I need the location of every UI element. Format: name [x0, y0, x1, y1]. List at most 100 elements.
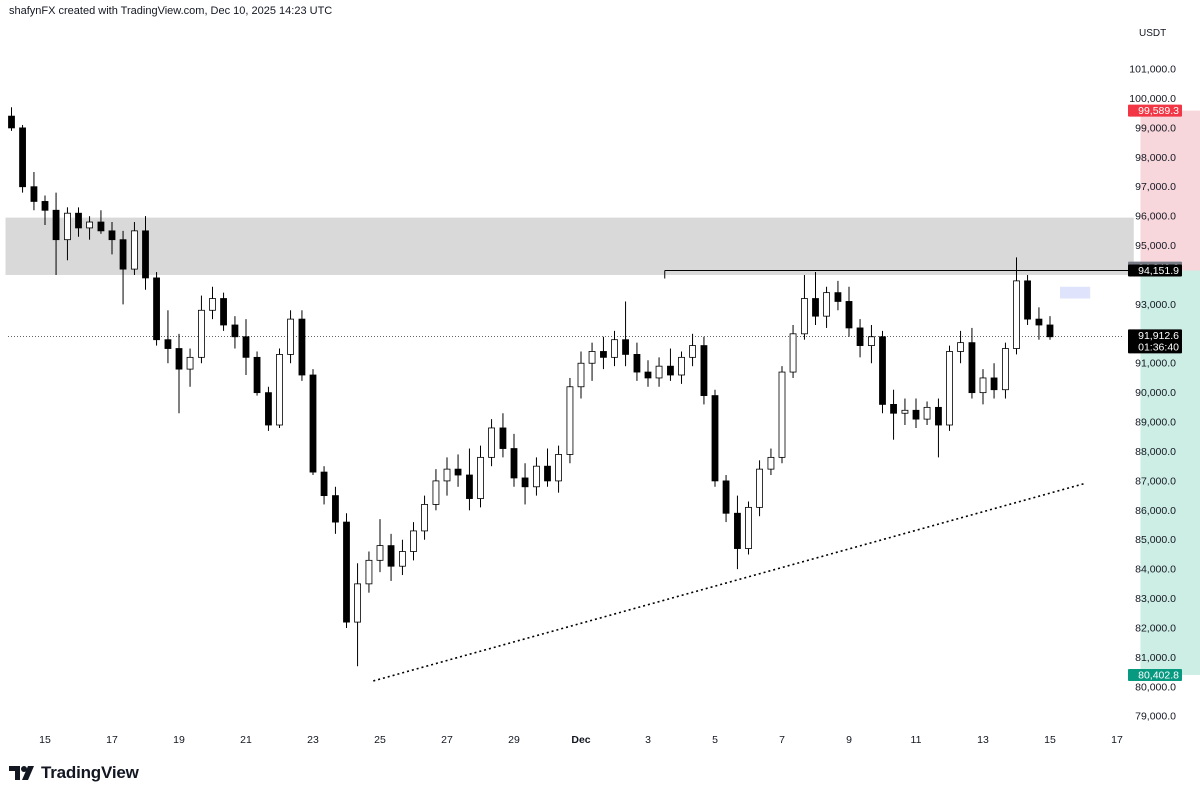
- candle-body: [734, 512, 741, 549]
- tradingview-logo[interactable]: TradingView: [9, 763, 139, 783]
- candle-body: [611, 339, 618, 358]
- candle-body: [209, 298, 216, 311]
- candle-body: [410, 530, 417, 552]
- price-badge-label: 80,402.8: [1138, 669, 1179, 681]
- candle-body: [655, 365, 663, 379]
- candle-body: [365, 559, 373, 585]
- candle-body: [8, 115, 15, 129]
- candle-body: [265, 392, 272, 426]
- candle-body: [164, 339, 172, 349]
- x-axis-tick-label: 15: [39, 734, 51, 746]
- candle-body: [488, 427, 495, 458]
- y-axis-tick-label: 89,000.0: [1135, 417, 1176, 429]
- x-axis-tick-label: 21: [240, 734, 252, 746]
- y-axis-tick-label: 96,000.0: [1135, 211, 1176, 223]
- y-axis-tick-label: 100,000.0: [1129, 93, 1176, 105]
- quote-currency-label: USDT: [1139, 28, 1167, 39]
- y-axis-tick-label: 95,000.0: [1135, 240, 1176, 252]
- candle-body: [30, 186, 38, 202]
- candle-body: [767, 456, 775, 470]
- candle-body: [901, 409, 909, 414]
- candle-body: [1035, 318, 1043, 326]
- x-axis-tick-label: 15: [1044, 734, 1056, 746]
- candle-body: [1046, 324, 1054, 338]
- y-axis-tick-label: 101,000.0: [1129, 64, 1176, 76]
- candle-body: [19, 127, 26, 188]
- candle-body: [52, 209, 60, 241]
- candle-body: [923, 406, 931, 420]
- candle-body: [343, 521, 350, 623]
- candle-body: [1013, 280, 1020, 349]
- candle-body: [700, 345, 708, 396]
- candle-body: [566, 386, 574, 455]
- x-axis-tick-label: 11: [911, 734, 922, 746]
- candle-body: [175, 348, 183, 370]
- candle-body: [935, 406, 942, 426]
- y-axis-tick-label: 93,000.0: [1135, 299, 1176, 311]
- candle-body: [499, 427, 507, 449]
- x-axis-tick-label: 13: [977, 734, 989, 746]
- price-badge: [1128, 668, 1182, 681]
- candle-body: [86, 221, 93, 229]
- candle-body: [97, 221, 105, 232]
- candle-body: [276, 354, 283, 426]
- x-axis-tick-label: 9: [846, 734, 852, 746]
- y-axis-tick-label: 99,000.0: [1135, 122, 1176, 134]
- candle-body: [41, 201, 49, 211]
- candle-body: [823, 292, 830, 317]
- candle-body: [242, 336, 250, 358]
- y-axis-tick-label: 84,000.0: [1135, 564, 1176, 576]
- candle-body: [678, 356, 685, 376]
- candle-body: [432, 480, 440, 505]
- x-axis-tick-label: 7: [779, 734, 785, 746]
- x-axis-tick-label: 25: [374, 734, 386, 746]
- x-axis-tick-label: 17: [1111, 734, 1123, 746]
- candle-body: [231, 324, 239, 338]
- x-axis-tick-label: 27: [441, 734, 453, 746]
- candle-body: [745, 506, 752, 549]
- tradingview-logo-icon: [9, 766, 34, 780]
- x-axis-tick-label: 29: [508, 734, 520, 746]
- countdown-label: 01:36:40: [1138, 341, 1179, 353]
- y-axis-tick-label: 98,000.0: [1135, 152, 1176, 164]
- candle-body: [834, 292, 842, 302]
- candle-body: [845, 301, 853, 329]
- candle-body: [890, 404, 897, 414]
- candle-body: [220, 298, 227, 326]
- y-axis-tick-label: 80,000.0: [1135, 681, 1176, 693]
- candle-body: [108, 230, 116, 241]
- stop-loss-zone[interactable]: [1140, 110, 1200, 271]
- candle-body: [577, 362, 585, 388]
- candle-body: [778, 371, 786, 458]
- candlestick-chart[interactable]: 79,000.0 80,000.0 81,000.0 82,000.0 83,000.0…: [0, 0, 1200, 760]
- y-axis-tick-label: 88,000.0: [1135, 446, 1176, 458]
- candle-body: [812, 298, 819, 317]
- price-badge-label: 94,151.9: [1138, 265, 1179, 277]
- candle-body: [622, 339, 629, 355]
- candle-body: [309, 374, 317, 473]
- x-axis-tick-label: 19: [173, 734, 185, 746]
- candle-body: [856, 327, 864, 346]
- candle-body: [711, 395, 719, 482]
- candle-body: [477, 456, 484, 499]
- candle-body: [633, 354, 641, 373]
- candle-body: [287, 318, 294, 355]
- candle-body: [510, 448, 518, 479]
- candle-body: [153, 277, 160, 341]
- supply-zone[interactable]: [5, 217, 1134, 275]
- candle-body: [644, 371, 652, 379]
- candle-body: [968, 342, 976, 394]
- tradingview-logo-text: TradingView: [41, 763, 139, 782]
- price-badge-label: 91,912.6: [1138, 330, 1179, 342]
- x-axis-tick-label: 3: [645, 734, 651, 746]
- candle-body: [443, 468, 451, 482]
- price-badge: [1128, 264, 1182, 277]
- candle-body: [198, 309, 205, 358]
- price-badge: [1128, 104, 1182, 117]
- candle-body: [957, 342, 964, 352]
- candle-body: [555, 454, 562, 482]
- marker-box[interactable]: [1060, 286, 1091, 299]
- candle-body: [454, 468, 462, 476]
- candle-body: [298, 318, 306, 376]
- candle-body: [421, 504, 428, 532]
